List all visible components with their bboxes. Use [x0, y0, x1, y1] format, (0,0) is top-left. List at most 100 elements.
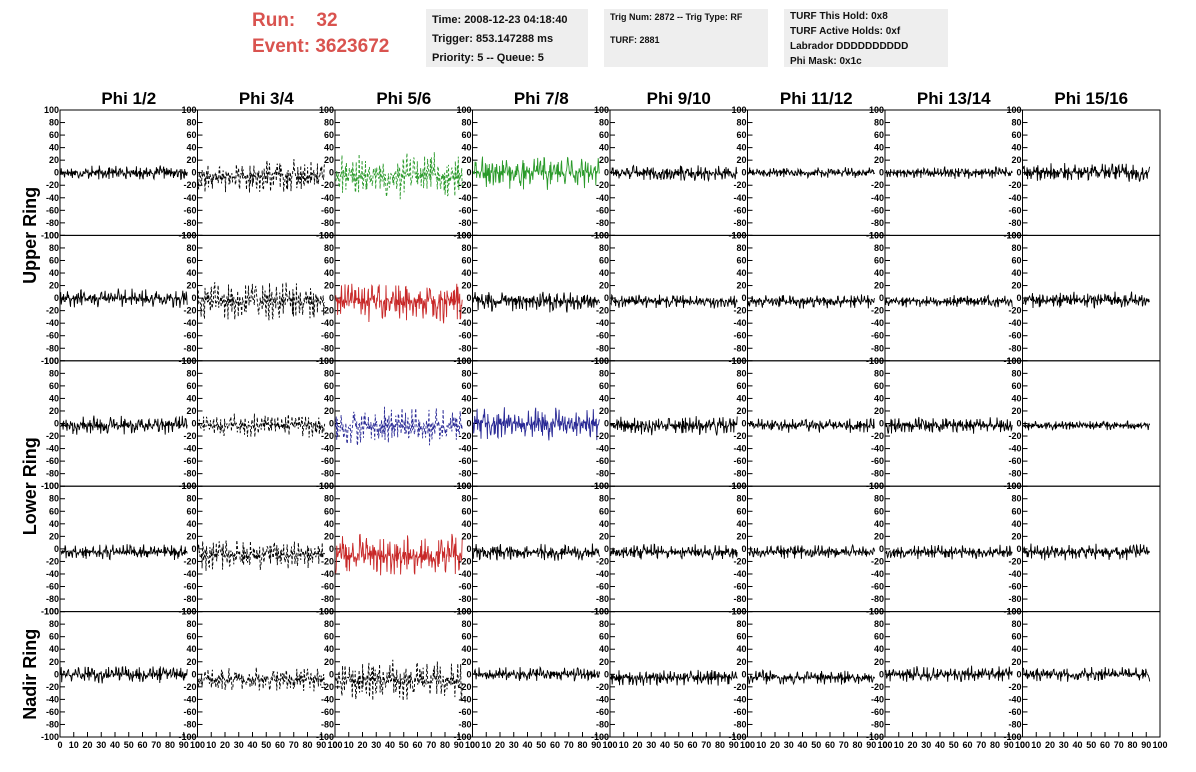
- y-tick-label: -20: [458, 180, 471, 190]
- waveform-trace: [472, 156, 601, 190]
- waveform-trace: [197, 158, 326, 193]
- y-tick-label: 80: [324, 118, 334, 128]
- y-tick-label: -20: [183, 180, 196, 190]
- y-tick-label: -20: [733, 682, 746, 692]
- waveform-trace: [1022, 543, 1151, 561]
- y-tick-label: 80: [324, 494, 334, 504]
- y-tick-label: 80: [599, 494, 609, 504]
- y-tick-label: -40: [321, 318, 334, 328]
- x-tick-label: 20: [770, 740, 780, 750]
- y-tick-label: -80: [871, 218, 884, 228]
- x-tick-label: 70: [976, 740, 986, 750]
- x-tick-label: 70: [564, 740, 574, 750]
- y-tick-label: 0: [741, 293, 746, 303]
- x-tick-label: 80: [577, 740, 587, 750]
- y-tick-label: 40: [874, 268, 884, 278]
- y-tick-label: 0: [604, 544, 609, 554]
- y-tick-label: -60: [321, 707, 334, 717]
- y-tick-label: 60: [736, 255, 746, 265]
- y-tick-label: -40: [458, 318, 471, 328]
- x-tick-label: 0: [882, 740, 887, 750]
- y-tick-label: -80: [596, 594, 609, 604]
- y-tick-label: 100: [731, 607, 746, 617]
- y-tick-label: 0: [191, 293, 196, 303]
- column-title: Phi 7/8: [514, 89, 569, 108]
- waveform-trace: [60, 415, 188, 435]
- y-tick-label: -40: [458, 193, 471, 203]
- y-tick-label: 20: [186, 531, 196, 541]
- y-tick-label: -80: [183, 343, 196, 353]
- priority-text: Priority: 5 -- Queue: 5: [432, 52, 544, 64]
- y-tick-label: 0: [54, 419, 59, 429]
- y-tick-label: -40: [321, 444, 334, 454]
- y-tick-label: 60: [599, 255, 609, 265]
- waveform-trace: [197, 540, 326, 571]
- panel-frame: [197, 611, 336, 738]
- x-tick-label: 70: [839, 740, 849, 750]
- y-tick-label: -20: [871, 556, 884, 566]
- y-tick-label: -60: [183, 456, 196, 466]
- panel-frame: [747, 485, 886, 613]
- y-tick-label: -80: [183, 469, 196, 479]
- y-tick-label: 60: [874, 130, 884, 140]
- y-tick-label: -40: [183, 318, 196, 328]
- y-tick-label: -100: [1003, 732, 1021, 742]
- x-tick-label: 10: [756, 740, 766, 750]
- y-tick-label: 100: [869, 481, 884, 491]
- y-tick-label: 60: [599, 130, 609, 140]
- x-tick-label: 80: [990, 740, 1000, 750]
- y-tick-label: 0: [1016, 544, 1021, 554]
- y-tick-label: -40: [596, 318, 609, 328]
- y-tick-label: 20: [736, 281, 746, 291]
- waveform-trace: [747, 543, 876, 559]
- y-tick-label: 20: [324, 155, 334, 165]
- x-tick-label: 60: [962, 740, 972, 750]
- y-tick-label: 40: [186, 644, 196, 654]
- y-tick-label: 100: [456, 607, 471, 617]
- y-tick-label: 40: [599, 143, 609, 153]
- y-tick-label: 0: [1016, 168, 1021, 178]
- y-tick-label: 80: [599, 118, 609, 128]
- y-tick-label: 0: [191, 544, 196, 554]
- y-tick-label: 40: [599, 644, 609, 654]
- y-tick-label: -60: [871, 205, 884, 215]
- y-tick-label: 40: [49, 519, 59, 529]
- x-tick-label: 40: [247, 740, 257, 750]
- y-tick-label: 100: [44, 356, 59, 366]
- x-tick-label: 40: [385, 740, 395, 750]
- event-label: Event:: [252, 36, 311, 57]
- x-tick-label: 80: [165, 740, 175, 750]
- y-tick-label: -60: [183, 707, 196, 717]
- y-tick-label: 20: [599, 657, 609, 667]
- y-tick-label: 80: [49, 243, 59, 253]
- waveform-trace: [472, 543, 601, 561]
- x-tick-label: 100: [465, 740, 480, 750]
- y-tick-label: 80: [461, 619, 471, 629]
- y-tick-label: 100: [1006, 105, 1021, 115]
- y-tick-label: 100: [181, 105, 196, 115]
- y-tick-label: 20: [49, 657, 59, 667]
- y-tick-label: 100: [181, 481, 196, 491]
- y-tick-label: 40: [874, 519, 884, 529]
- x-tick-label: 50: [1086, 740, 1096, 750]
- x-tick-label: 10: [344, 740, 354, 750]
- x-tick-label: 90: [1004, 740, 1014, 750]
- x-tick-label: 40: [660, 740, 670, 750]
- y-tick-label: -100: [41, 356, 59, 366]
- x-tick-label: 0: [745, 740, 750, 750]
- y-tick-label: -80: [1008, 218, 1021, 228]
- y-tick-label: 80: [461, 368, 471, 378]
- y-tick-label: -60: [871, 456, 884, 466]
- x-tick-label: 20: [1045, 740, 1055, 750]
- y-tick-label: -60: [458, 582, 471, 592]
- x-tick-label: 50: [811, 740, 821, 750]
- y-tick-label: 100: [44, 230, 59, 240]
- y-tick-label: -40: [183, 694, 196, 704]
- y-tick-label: 20: [1011, 657, 1021, 667]
- y-tick-label: -80: [733, 343, 746, 353]
- y-tick-label: -60: [458, 205, 471, 215]
- y-tick-label: -20: [596, 682, 609, 692]
- y-tick-label: 60: [874, 381, 884, 391]
- x-tick-label: 30: [96, 740, 106, 750]
- y-tick-label: 0: [191, 669, 196, 679]
